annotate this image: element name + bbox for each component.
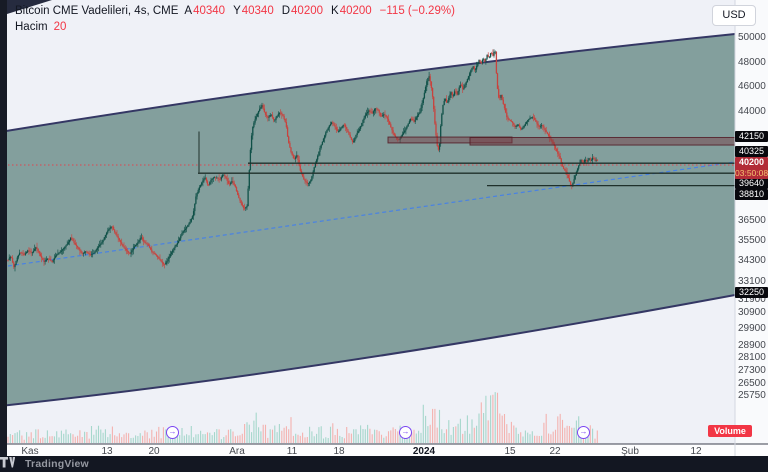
drawing-price-tag-38810: 38810 [735,189,768,200]
price-tick-label: 29900 [738,323,766,334]
price-tick-label: 27300 [738,365,766,376]
volume-bars-up [9,392,594,443]
channel-top-line[interactable] [0,33,736,133]
time-tick-label: 18 [333,446,345,457]
drawing-price-tag-40325: 40325 [735,146,768,157]
price-tick-label: 44000 [738,106,766,117]
event-marker-icon[interactable]: → [577,426,590,439]
window-left-edge [0,0,7,472]
price-tick-label: 31900 [738,294,766,305]
price-tick-label: 25750 [738,390,766,401]
volume-axis-tag: Volume [708,425,752,437]
time-axis-panel[interactable] [7,444,768,456]
parallel-channel-fill[interactable] [0,34,735,406]
supply-zone-rect-1[interactable] [469,136,736,146]
drawing-price-tag-32250: 32250 [735,287,768,298]
price-tick-label: 36500 [738,215,766,226]
high-value: Y40340 [233,5,274,17]
current-price-tag: 40200 03:50:08 [735,157,768,179]
down-candle-bodies [7,51,598,268]
symbol-title[interactable]: Bitcoin CME Vadelileri, 4s, CME [15,5,179,17]
volume-label: Hacim [15,21,48,33]
volume-bars-down [7,392,598,443]
bar-countdown: 03:50:08 [735,168,768,178]
price-tick-label: 28900 [738,340,766,351]
channel-bottom-line[interactable] [0,294,736,407]
dashed-support-trendline[interactable] [7,161,736,267]
volume-legend: Hacim 20 [15,21,455,36]
time-tick-label: 12 [690,446,702,457]
open-value: A40340 [184,5,226,17]
price-tick-label: 28100 [738,352,766,363]
event-marker-icon[interactable]: → [399,426,412,439]
symbol-legend: Bitcoin CME Vadelileri, 4s, CME A40340 Y… [15,5,455,36]
price-tick-label: 30900 [738,307,766,318]
tradingview-logo-icon[interactable] [0,455,16,472]
up-candle-bodies [8,51,597,268]
current-price-value: 40200 [738,157,765,167]
time-tick-label: 20 [148,446,160,457]
price-tick-label: 50000 [738,32,766,43]
close-value: K40200 [331,5,372,17]
drawing-price-tag-39640: 39640 [735,178,768,189]
time-tick-label: 11 [286,446,298,457]
time-tick-label: 22 [549,446,561,457]
time-tick-label: Şub [621,446,639,457]
event-marker-icon[interactable]: → [166,426,179,439]
price-tick-label: 26500 [738,378,766,389]
price-tick-label: 48000 [738,57,766,68]
time-tick-label: Ara [229,446,245,457]
currency-toggle-button[interactable]: USD [712,5,756,26]
tradingview-brand-link[interactable]: TradingView [25,458,89,470]
volume-value: 20 [53,21,67,33]
price-axis-panel[interactable] [735,0,768,456]
drawing-price-tag-42150: 42150 [735,131,768,142]
time-tick-label: 2024 [412,446,436,457]
time-tick-label: 15 [504,446,516,457]
change-value: −115 (−0.29%) [379,5,455,17]
time-tick-label: Kas [21,446,39,457]
supply-zone-rect-0[interactable] [387,136,513,144]
price-tick-label: 35500 [738,235,766,246]
footer-bar: TradingView [0,456,768,472]
low-value: D40200 [281,5,324,17]
price-tick-label: 33100 [738,276,766,287]
price-tick-label: 46000 [738,81,766,92]
time-tick-label: 13 [101,446,113,457]
corner-wedge [7,0,52,14]
price-tick-label: 34300 [738,255,766,266]
